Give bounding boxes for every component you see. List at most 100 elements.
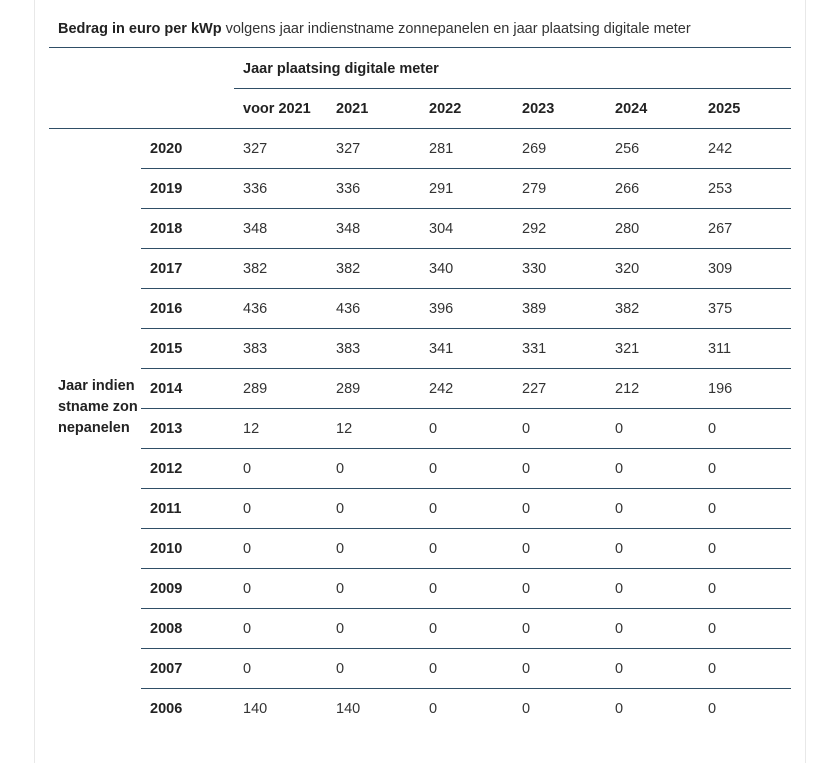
row-year: 2015	[150, 341, 183, 357]
table-cell: 0	[615, 501, 624, 517]
table-cell: 242	[708, 141, 733, 157]
table-cell: 0	[243, 461, 252, 477]
table-row: 2008 0 0 0 0 0 0	[141, 609, 791, 649]
table-cell: 280	[615, 221, 640, 237]
table-row: 2016 436 436 396 389 382 375	[141, 289, 791, 329]
table-cell: 256	[615, 141, 640, 157]
table-cell: 0	[429, 581, 438, 597]
table-cell: 212	[615, 381, 640, 397]
table-cell: 292	[522, 221, 547, 237]
table-cell: 0	[708, 541, 717, 557]
table-cell: 0	[243, 541, 252, 557]
row-year: 2006	[150, 701, 183, 717]
table-cell: 330	[522, 261, 547, 277]
table-cell: 140	[336, 701, 361, 717]
row-year: 2014	[150, 381, 183, 397]
table-cell: 0	[336, 621, 345, 637]
table-cell: 281	[429, 141, 454, 157]
table-cell: 0	[429, 621, 438, 637]
table-cell: 0	[615, 541, 624, 557]
row-group-header: Jaar indienstname zonnepanelen	[58, 378, 138, 436]
table-cell: 0	[708, 461, 717, 477]
table-cell: 0	[243, 661, 252, 677]
table-cell: 382	[243, 261, 268, 277]
table-cell: 0	[336, 581, 345, 597]
table-row: 2009 0 0 0 0 0 0	[141, 569, 791, 609]
table-cell: 0	[429, 701, 438, 717]
table-row: 2007 0 0 0 0 0 0	[141, 649, 791, 689]
header-divider	[49, 128, 791, 129]
table-row: 2015 383 383 341 331 321 311	[141, 329, 791, 369]
table-cell: 0	[708, 661, 717, 677]
table-cell: 375	[708, 301, 733, 317]
table-cell: 0	[522, 581, 531, 597]
table-cell: 196	[708, 381, 733, 397]
table-cell: 0	[615, 621, 624, 637]
row-year: 2017	[150, 261, 183, 277]
table-cell: 0	[615, 661, 624, 677]
table-row: 2013 12 12 0 0 0 0	[141, 409, 791, 449]
table-cell: 279	[522, 181, 547, 197]
row-year: 2013	[150, 421, 183, 437]
table-caption: Bedrag in euro per kWp volgens jaar indi…	[58, 19, 691, 39]
table-cell: 383	[243, 341, 268, 357]
table-cell: 382	[336, 261, 361, 277]
table-row: 2017 382 382 340 330 320 309	[141, 249, 791, 289]
column-header: 2022	[429, 101, 462, 117]
table-cell: 389	[522, 301, 547, 317]
table-cell: 0	[336, 501, 345, 517]
table-cell: 309	[708, 261, 733, 277]
column-group-header: Jaar plaatsing digitale meter	[243, 61, 439, 77]
table-cell: 289	[336, 381, 361, 397]
table-cell: 327	[336, 141, 361, 157]
table-cell: 348	[336, 221, 361, 237]
table-row: 2010 0 0 0 0 0 0	[141, 529, 791, 569]
caption-bold: Bedrag in euro per kWp	[58, 21, 222, 37]
content-panel	[34, 0, 806, 763]
table-cell: 436	[243, 301, 268, 317]
row-year: 2012	[150, 461, 183, 477]
table-cell: 383	[336, 341, 361, 357]
table-cell: 0	[615, 581, 624, 597]
table-cell: 0	[708, 581, 717, 597]
table-cell: 320	[615, 261, 640, 277]
row-year: 2009	[150, 581, 183, 597]
table-cell: 304	[429, 221, 454, 237]
table-cell: 269	[522, 141, 547, 157]
column-header: 2024	[615, 101, 648, 117]
table-cell: 0	[522, 541, 531, 557]
table-row: 2019 336 336 291 279 266 253	[141, 169, 791, 209]
table-cell: 0	[522, 701, 531, 717]
table-cell: 341	[429, 341, 454, 357]
table-cell: 0	[522, 661, 531, 677]
table-cell: 0	[429, 501, 438, 517]
group-header-divider	[234, 88, 791, 89]
table-row: 2012 0 0 0 0 0 0	[141, 449, 791, 489]
table-cell: 0	[522, 501, 531, 517]
row-year: 2020	[150, 141, 183, 157]
table-cell: 291	[429, 181, 454, 197]
table-row: 2020 327 327 281 269 256 242	[141, 129, 791, 169]
table-cell: 253	[708, 181, 733, 197]
table-row: 2006 140 140 0 0 0 0	[141, 689, 791, 729]
table-cell: 382	[615, 301, 640, 317]
table-cell: 331	[522, 341, 547, 357]
table-cell: 311	[708, 341, 732, 357]
table-cell: 396	[429, 301, 454, 317]
table-cell: 0	[522, 461, 531, 477]
table-cell: 12	[243, 421, 260, 437]
table-cell: 0	[243, 501, 252, 517]
table-cell: 266	[615, 181, 640, 197]
table-cell: 436	[336, 301, 361, 317]
table-cell: 348	[243, 221, 268, 237]
table-row: 2014 289 289 242 227 212 196	[141, 369, 791, 409]
table-cell: 267	[708, 221, 733, 237]
row-year: 2019	[150, 181, 183, 197]
table-cell: 321	[615, 341, 640, 357]
table-cell: 0	[615, 461, 624, 477]
row-year: 2011	[150, 501, 182, 517]
table-cell: 0	[429, 541, 438, 557]
table-row: 2011 0 0 0 0 0 0	[141, 489, 791, 529]
table-cell: 0	[336, 541, 345, 557]
table-cell: 0	[336, 461, 345, 477]
